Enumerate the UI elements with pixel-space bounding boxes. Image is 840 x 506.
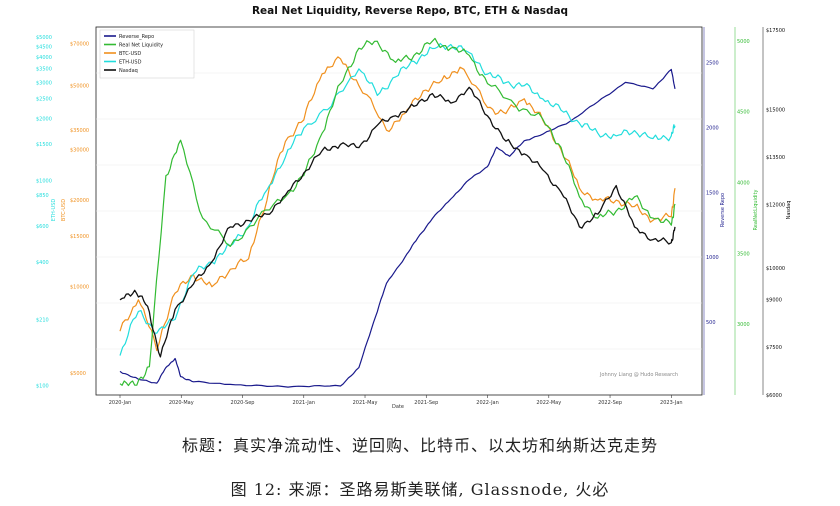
eth-tick-label: $400	[36, 260, 49, 266]
x-tick-label: 2020-May	[169, 400, 194, 406]
eth-tick-label: $3500	[36, 67, 52, 73]
btc-tick-label: $50000	[70, 83, 89, 89]
eth-tick-label: $3000	[36, 80, 52, 86]
repo-tick-label: 2500	[706, 61, 719, 67]
chart-title: Real Net Liquidity, Reverse Repo, BTC, E…	[252, 5, 568, 17]
x-tick-label: 2023-Jan	[660, 400, 683, 406]
btc-axis-title: BTC-USD	[61, 199, 67, 221]
nasdaq-tick-label: $17500	[766, 28, 785, 34]
eth-tick-label: $5000	[36, 35, 52, 41]
legend: Reverse_Repo Real Net Liquidity BTC-USD ETH…	[99, 29, 195, 79]
nasdaq-tick-label: $6000	[766, 393, 782, 399]
btc-tick-label: $20000	[70, 198, 89, 204]
btc-tick-label: $30000	[70, 147, 89, 153]
eth-tick-label: $1500	[36, 142, 52, 148]
repo-tick-label: 1500	[706, 190, 719, 196]
nasdaq-tick-label: $9000	[766, 298, 782, 304]
legend-label: Real Net Liquidity	[119, 42, 163, 48]
caption-source: 图 12: 来源：圣路易斯美联储, Glassnode, 火必	[230, 480, 610, 499]
nasdaq-tick-label: $12000	[766, 202, 785, 208]
series-nasdaq	[119, 86, 676, 358]
liq-tick-label: 5000	[737, 39, 750, 45]
series-layer	[119, 37, 676, 388]
repo-tick-label: 2000	[706, 126, 719, 132]
eth-tick-label: $1000	[36, 178, 52, 184]
x-tick-label: 2022-Jan	[476, 400, 499, 406]
liq-tick-label: 4500	[737, 110, 750, 116]
x-tick-label: 2021-Sep	[414, 400, 438, 406]
x-tick-label: 2021-May	[353, 400, 378, 406]
x-axis-label: Date	[392, 404, 404, 410]
x-tick-label: 2020-Sep	[231, 400, 255, 406]
x-tick-label: 2022-May	[536, 400, 561, 406]
legend-label: ETH-USD	[119, 59, 142, 65]
repo-tick-label: 500	[706, 320, 716, 326]
nasdaq-tick-label: $15000	[766, 107, 785, 113]
btc-tick-label: $15000	[70, 234, 89, 240]
grid	[96, 72, 702, 350]
chart: Real Net Liquidity, Reverse Repo, BTC, E…	[36, 5, 792, 410]
x-tick-label: 2022-Sep	[598, 400, 622, 406]
btc-tick-label: $10000	[70, 284, 89, 290]
eth-tick-label: $4000	[36, 55, 52, 61]
repo-axis-title: Reverse Repo	[720, 193, 726, 227]
liq-axis-title: RealNetLiquidity	[753, 189, 759, 230]
liq-tick-label: 3500	[737, 251, 750, 257]
legend-label: Nasdaq	[119, 68, 138, 74]
series-btc-usd	[119, 56, 676, 352]
eth-tick-label: $600	[36, 224, 49, 230]
x-tick-label: 2021-Jan	[293, 400, 316, 406]
eth-tick-label: $100	[36, 383, 49, 389]
x-tick-label: 2020-Jan	[109, 400, 132, 406]
btc-tick-label: $70000	[70, 41, 89, 47]
eth-tick-label: $2000	[36, 117, 52, 123]
axes-layer: 2020-Jan 2020-May 2020-Sep 2021-Jan 2021-May…	[36, 27, 792, 406]
liq-tick-label: 4000	[737, 180, 750, 186]
eth-tick-label: $850	[36, 193, 49, 199]
caption-title: 标题：真实净流动性、逆回购、比特币、以太坊和纳斯达克走势	[181, 436, 658, 455]
nasdaq-axis-title: Nasdaq	[786, 201, 792, 220]
legend-label: Reverse_Repo	[119, 34, 154, 40]
nasdaq-tick-label: $13500	[766, 155, 785, 161]
eth-tick-label: $4500	[36, 44, 52, 50]
nasdaq-tick-label: $10000	[766, 266, 785, 272]
eth-tick-label: $210	[36, 317, 49, 323]
eth-axis-title: ETH-USD	[51, 199, 57, 222]
liq-tick-label: 3000	[737, 322, 750, 328]
series-real-net-liquidity	[119, 37, 676, 387]
eth-tick-label: $2500	[36, 97, 52, 103]
btc-tick-label: $5000	[70, 371, 86, 377]
btc-tick-label: $35000	[70, 128, 89, 134]
repo-tick-label: 1000	[706, 255, 719, 261]
series-reverse-repo	[119, 68, 676, 388]
nasdaq-tick-label: $7500	[766, 345, 782, 351]
watermark: Johnny Liang @ Hudo Research	[599, 372, 678, 378]
legend-label: BTC-USD	[119, 51, 141, 57]
